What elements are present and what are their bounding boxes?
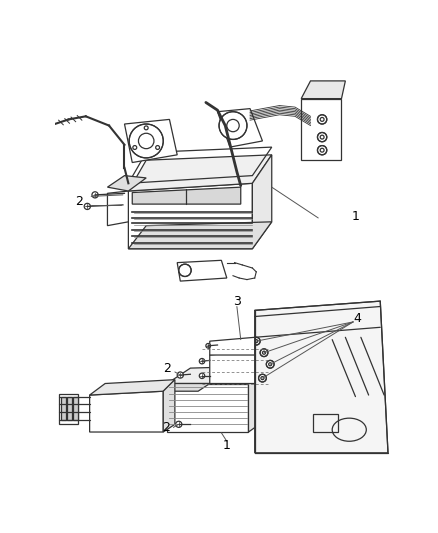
Polygon shape: [132, 187, 241, 204]
Polygon shape: [301, 81, 346, 99]
Polygon shape: [67, 397, 72, 419]
Circle shape: [179, 264, 191, 277]
Circle shape: [318, 146, 327, 155]
Polygon shape: [167, 384, 210, 391]
Polygon shape: [167, 384, 248, 432]
Circle shape: [199, 359, 205, 364]
Polygon shape: [73, 397, 78, 419]
Circle shape: [92, 192, 98, 198]
Bar: [313, 414, 338, 432]
Text: 3: 3: [233, 295, 241, 308]
Circle shape: [252, 337, 260, 345]
Polygon shape: [107, 191, 128, 225]
Polygon shape: [255, 301, 388, 453]
Circle shape: [258, 374, 266, 382]
Text: 1: 1: [223, 439, 231, 451]
Polygon shape: [128, 155, 272, 191]
Text: 4: 4: [353, 312, 361, 325]
Polygon shape: [128, 222, 272, 249]
Circle shape: [318, 115, 327, 124]
Polygon shape: [90, 379, 175, 395]
Text: 1: 1: [352, 210, 360, 223]
Polygon shape: [90, 391, 163, 432]
Polygon shape: [107, 175, 146, 191]
Circle shape: [219, 112, 247, 140]
Polygon shape: [210, 337, 255, 355]
Circle shape: [84, 203, 90, 209]
Polygon shape: [163, 379, 175, 432]
Circle shape: [176, 421, 182, 427]
Text: 2: 2: [162, 421, 170, 434]
Circle shape: [199, 373, 205, 378]
Polygon shape: [59, 393, 78, 424]
Circle shape: [266, 360, 274, 368]
Circle shape: [177, 372, 184, 378]
Polygon shape: [177, 260, 227, 281]
Polygon shape: [218, 109, 262, 147]
Circle shape: [318, 133, 327, 142]
Circle shape: [206, 343, 211, 348]
Polygon shape: [210, 350, 256, 384]
Text: 2: 2: [76, 195, 84, 207]
Circle shape: [260, 349, 268, 357]
Polygon shape: [124, 119, 177, 163]
Polygon shape: [252, 155, 272, 249]
Text: 2: 2: [163, 362, 171, 375]
Polygon shape: [301, 99, 342, 160]
Circle shape: [129, 124, 163, 158]
Polygon shape: [167, 366, 270, 384]
Polygon shape: [128, 183, 252, 249]
Polygon shape: [61, 397, 66, 419]
Polygon shape: [248, 366, 270, 432]
